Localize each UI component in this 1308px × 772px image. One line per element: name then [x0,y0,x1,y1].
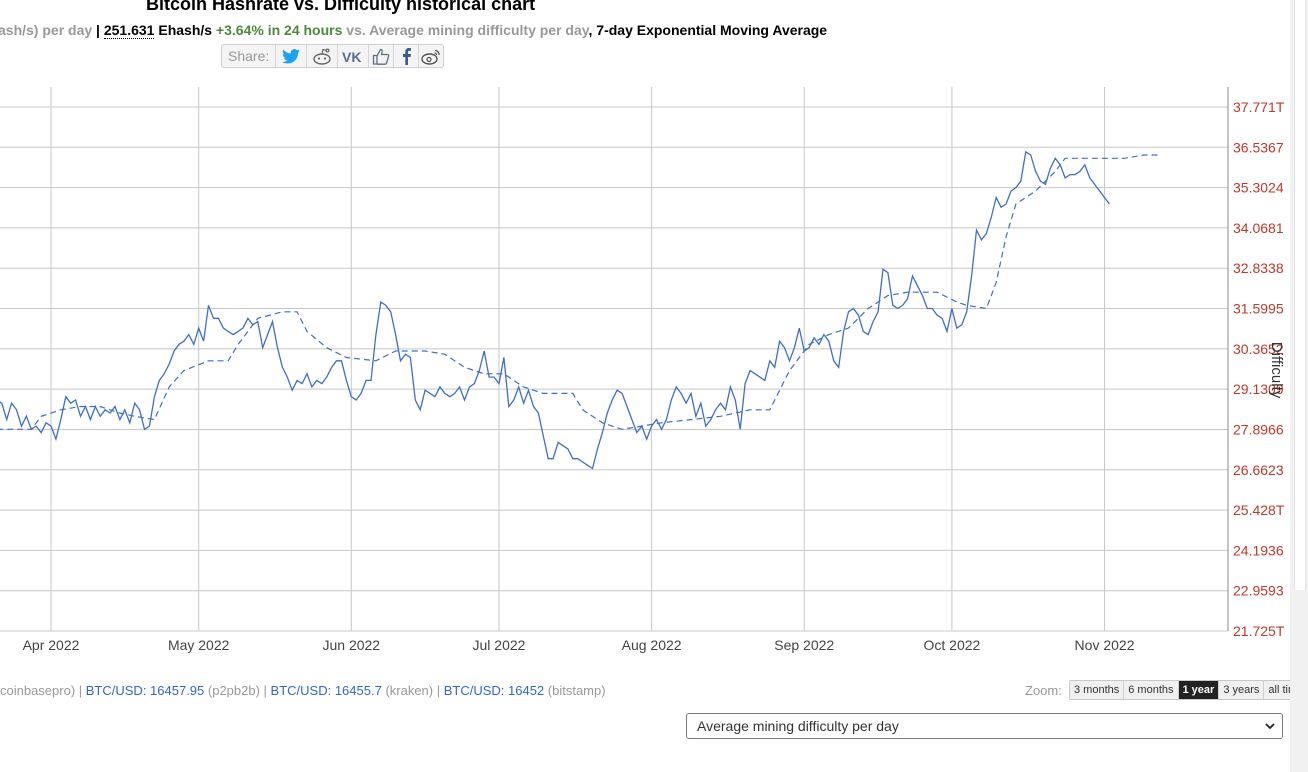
y-tick-label: 29.1309 [1233,381,1284,397]
subtitle-vs-text: vs. Average mining difficulty per day [342,22,589,38]
zoom-6-months-button[interactable]: 6 months [1123,681,1178,699]
share-label: Share: [228,48,270,64]
y-tick-label: 24.1936 [1233,542,1284,558]
chart-type-select[interactable]: Average mining difficulty per day [686,713,1283,739]
reddit-icon[interactable] [306,45,337,67]
weibo-icon[interactable] [418,45,443,67]
x-tick-label: Aug 2022 [622,637,682,653]
x-tick-label: Jul 2022 [473,637,526,653]
y-tick-label: 21.725T [1233,623,1285,639]
x-tick-label: May 2022 [168,637,230,653]
subtitle-comma: , [588,22,597,38]
chart-title: Bitcoin Hashrate vs. Difficulty historic… [146,0,536,14]
price-source-0: coinbasepro) [0,683,76,698]
x-tick-label: Apr 2022 [23,637,80,653]
chart-type-select-value: Average mining difficulty per day [697,718,899,734]
price-separator-3: | [433,683,444,698]
x-tick-label: Sep 2022 [774,637,834,653]
y-tick-label: 22.9593 [1233,583,1284,599]
twitter-icon[interactable] [275,45,306,67]
vk-icon[interactable]: VK [337,45,368,67]
like-icon[interactable] [368,45,393,67]
y-tick-label: 26.6623 [1233,462,1284,478]
facebook-icon[interactable] [393,45,418,67]
y-tick-label: 25.428T [1233,502,1285,518]
zoom-3-months-button[interactable]: 3 months [1070,681,1124,699]
zoom-label: Zoom: [1025,683,1062,698]
subtitle-prefix: ash/s) per day [0,22,93,38]
y-tick-label: 27.8966 [1233,421,1284,437]
price-source-2: (kraken) [381,683,434,698]
price-ticker: coinbasepro) | BTC/USD: 16457.95 (p2pb2b… [0,683,606,698]
ema-label: 7-day Exponential Moving Average [596,22,828,38]
hashrate-value: 251.631 [103,22,155,39]
price-link-p2pb2b[interactable]: BTC/USD: 16457.95 [85,683,205,698]
price-source-1: (p2pb2b) [204,683,260,698]
x-tick-label: Jun 2022 [322,637,380,653]
ema-series-line [0,154,1159,430]
svg-text:VK: VK [342,50,361,63]
y-axis-label: Difficulty [1268,342,1285,399]
hashrate-change: +3.64% in 24 hours [212,22,343,38]
zoom-1-year-button[interactable]: 1 year [1177,681,1219,699]
subtitle-separator: | [92,22,104,38]
scrollbar-thumb[interactable] [1294,0,1306,590]
price-link-bitstamp[interactable]: BTC/USD: 16452 [443,683,545,698]
share-bar: Share: VK [221,44,445,68]
x-tick-label: Nov 2022 [1075,637,1135,653]
zoom-buttons: 3 months 6 months 1 year 3 years all tim… [1069,680,1308,700]
price-separator-1: | [75,683,86,698]
y-tick-label: 32.8338 [1233,260,1284,276]
y-tick-label: 30.3652 [1233,341,1284,357]
chart-subtitle: ash/s) per day | 251.631 Ehash/s +3.64% … [0,22,828,39]
y-tick-label: 37.771T [1233,99,1285,115]
price-link-kraken[interactable]: BTC/USD: 16455.7 [270,683,382,698]
x-tick-label: Oct 2022 [923,637,980,653]
difficulty-series-line [0,150,1110,470]
y-tick-label: 34.0681 [1233,220,1284,236]
hashrate-difficulty-chart[interactable]: 37.771T 36.5367 35.3024 34.0681 32.8338 31.59… [0,80,1290,670]
zoom-3-years-button[interactable]: 3 years [1218,681,1264,699]
y-tick-label: 36.5367 [1233,139,1284,155]
chevron-down-icon [1264,719,1276,736]
price-separator-2: | [259,683,271,698]
hashrate-unit: Ehash/s [154,22,213,38]
y-tick-label: 31.5995 [1233,301,1284,317]
price-source-3: (bitstamp) [544,683,606,698]
y-tick-label: 35.3024 [1233,180,1284,196]
